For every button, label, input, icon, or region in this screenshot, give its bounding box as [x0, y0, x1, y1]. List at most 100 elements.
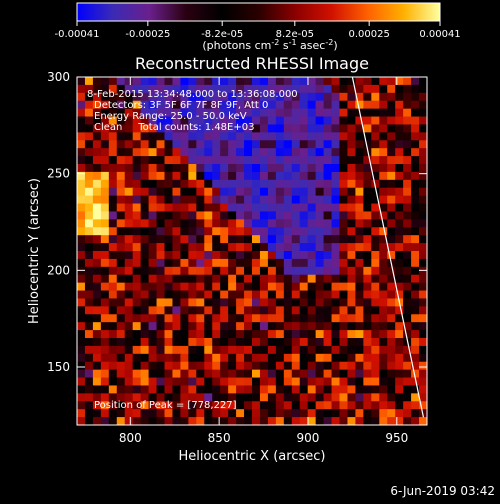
heatmap-cell — [395, 124, 404, 133]
heatmap-cell — [387, 393, 396, 402]
heatmap-cell — [228, 124, 237, 133]
heatmap-cell — [180, 84, 189, 94]
heatmap-cell — [244, 140, 253, 149]
heatmap-cell — [347, 401, 357, 410]
heatmap-cell — [371, 84, 380, 94]
heatmap-cell — [92, 377, 102, 387]
heatmap-cell — [148, 164, 158, 173]
heatmap-cell — [275, 369, 285, 379]
heatmap-cell — [172, 164, 182, 173]
heatmap-cell — [100, 140, 110, 149]
heatmap-cell — [132, 179, 142, 189]
heatmap-cell — [220, 377, 229, 387]
heatmap-cell — [244, 274, 253, 284]
heatmap-cell — [331, 100, 341, 110]
heatmap-cell — [331, 274, 341, 284]
heatmap-cell — [196, 132, 205, 141]
heatmap-cell — [379, 330, 388, 339]
heatmap-cell — [236, 322, 245, 331]
heatmap-cell — [355, 361, 364, 371]
heatmap-cell — [291, 369, 301, 379]
heatmap-cell — [220, 314, 229, 323]
heatmap-cell — [116, 322, 126, 331]
heatmap-cell — [347, 179, 357, 189]
heatmap-cell — [92, 211, 102, 220]
heatmap-cell — [387, 290, 396, 300]
heatmap-cell — [140, 77, 150, 86]
heatmap-cell — [172, 345, 182, 355]
heatmap-cell — [204, 251, 213, 260]
heatmap-cell — [164, 84, 174, 94]
peak-position-label: Position of Peak = [778,227] — [94, 400, 237, 411]
heatmap-cell — [100, 266, 110, 276]
heatmap-cell — [419, 401, 427, 410]
heatmap-cell — [395, 330, 404, 339]
heatmap-cell — [371, 132, 380, 141]
heatmap-cell — [148, 100, 158, 110]
heatmap-cell — [148, 274, 158, 284]
heatmap-cell — [291, 243, 301, 252]
heatmap-cell — [244, 409, 253, 418]
heatmap-cell — [108, 345, 118, 355]
heatmap-cell — [124, 377, 134, 387]
heatmap-cell — [188, 187, 197, 197]
heatmap-cell — [244, 227, 253, 236]
heatmap-cell — [363, 187, 372, 197]
heatmap-cell — [252, 377, 261, 387]
heatmap-cell — [140, 274, 150, 284]
heatmap-cell — [180, 377, 189, 387]
heatmap-cell — [259, 353, 269, 363]
heatmap-cell — [363, 211, 372, 220]
heatmap-cell — [363, 290, 372, 300]
heatmap-cell — [379, 266, 388, 276]
heatmap-cell — [244, 108, 253, 118]
heatmap-cell — [331, 409, 341, 418]
heatmap-cell — [164, 235, 174, 244]
heatmap-cell — [331, 330, 341, 339]
heatmap-cell — [307, 100, 317, 110]
heatmap-cell — [403, 353, 412, 363]
heatmap-cells — [77, 77, 427, 425]
heatmap-cell — [323, 235, 333, 244]
heatmap-cell — [267, 314, 277, 323]
heatmap-cell — [419, 108, 427, 118]
heatmap-cell — [387, 417, 396, 425]
heatmap-cell — [220, 100, 229, 110]
heatmap-cell — [339, 338, 349, 347]
heatmap-cell — [283, 108, 293, 118]
heatmap-cell — [371, 417, 380, 425]
heatmap-cell — [323, 156, 333, 165]
heatmap-cell — [132, 409, 142, 418]
heatmap-cell — [204, 322, 213, 331]
heatmap-cell — [188, 258, 197, 268]
heatmap-cell — [331, 156, 341, 165]
heatmap-cell — [275, 377, 285, 387]
heatmap-cell — [283, 314, 293, 323]
heatmap-cell — [275, 211, 285, 220]
heatmap-cell — [77, 282, 86, 292]
heatmap-cell — [116, 330, 126, 339]
heatmap-cell — [283, 251, 293, 260]
heatmap-cell — [140, 140, 150, 149]
heatmap-cell — [419, 195, 427, 205]
heatmap-cell — [339, 251, 349, 260]
heatmap-cell — [315, 227, 325, 236]
heatmap-cell — [315, 290, 325, 300]
heatmap-cell — [77, 369, 86, 379]
heatmap-cell — [307, 409, 317, 418]
heatmap-cell — [419, 148, 427, 157]
heatmap-cell — [419, 369, 427, 379]
heatmap-cell — [259, 227, 269, 236]
heatmap-cell — [180, 171, 189, 181]
heatmap-cell — [299, 417, 309, 425]
heatmap-cell — [307, 77, 317, 86]
heatmap-cell — [196, 116, 205, 126]
heatmap-cell — [419, 140, 427, 149]
heatmap-cell — [116, 258, 126, 268]
heatmap-cell — [387, 314, 396, 323]
heatmap-cell — [204, 306, 213, 315]
heatmap-cell — [77, 290, 86, 300]
heatmap-cell — [148, 243, 158, 252]
heatmap-cell — [363, 361, 372, 371]
